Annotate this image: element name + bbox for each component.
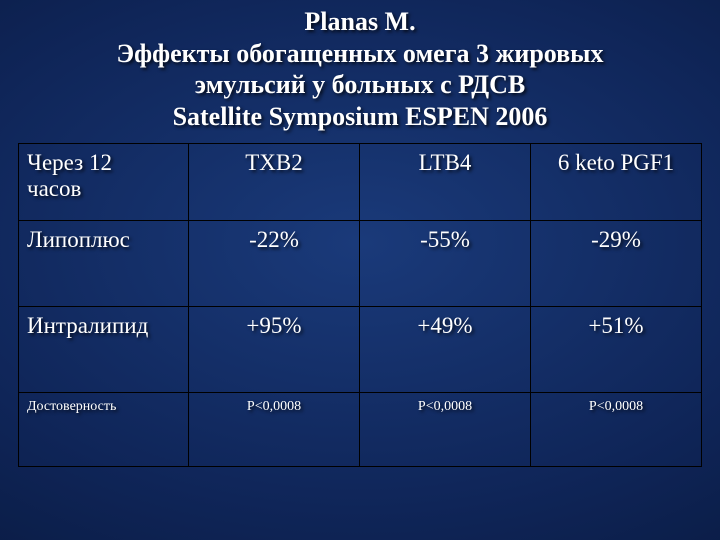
significance-value: P<0,0008 — [189, 392, 360, 466]
cell-value: -55% — [360, 220, 531, 306]
significance-row: Достоверность P<0,0008 P<0,0008 P<0,0008 — [19, 392, 702, 466]
row-label: Липоплюс — [19, 220, 189, 306]
header-col-1: TXB2 — [189, 143, 360, 220]
header-col-2: LTB4 — [360, 143, 531, 220]
title-line-4: Satellite Symposium ESPEN 2006 — [173, 102, 548, 131]
cell-value: +49% — [360, 306, 531, 392]
header-rowlabel: Через 12 часов — [19, 143, 189, 220]
table-row: Липоплюс -22% -55% -29% — [19, 220, 702, 306]
table-header-row: Через 12 часов TXB2 LTB4 6 keto PGF1 — [19, 143, 702, 220]
title-line-2: Эффекты обогащенных омега 3 жировых — [117, 39, 604, 68]
slide-title: Planas M. Эффекты обогащенных омега 3 жи… — [18, 6, 702, 133]
title-line-1: Planas M. — [304, 7, 415, 36]
cell-value: -29% — [531, 220, 702, 306]
row-label: Интралипид — [19, 306, 189, 392]
cell-value: +51% — [531, 306, 702, 392]
table-row: Интралипид +95% +49% +51% — [19, 306, 702, 392]
results-table: Через 12 часов TXB2 LTB4 6 keto PGF1 Лип… — [18, 143, 702, 467]
header-rowlabel-line1: Через 12 — [27, 150, 112, 175]
cell-value: -22% — [189, 220, 360, 306]
significance-value: P<0,0008 — [360, 392, 531, 466]
title-line-3: эмульсий у больных с РДСВ — [195, 70, 525, 99]
slide: Planas M. Эффекты обогащенных омега 3 жи… — [0, 0, 720, 540]
cell-value: +95% — [189, 306, 360, 392]
significance-label: Достоверность — [19, 392, 189, 466]
header-rowlabel-line2: часов — [27, 176, 81, 201]
significance-value: P<0,0008 — [531, 392, 702, 466]
header-col-3: 6 keto PGF1 — [531, 143, 702, 220]
